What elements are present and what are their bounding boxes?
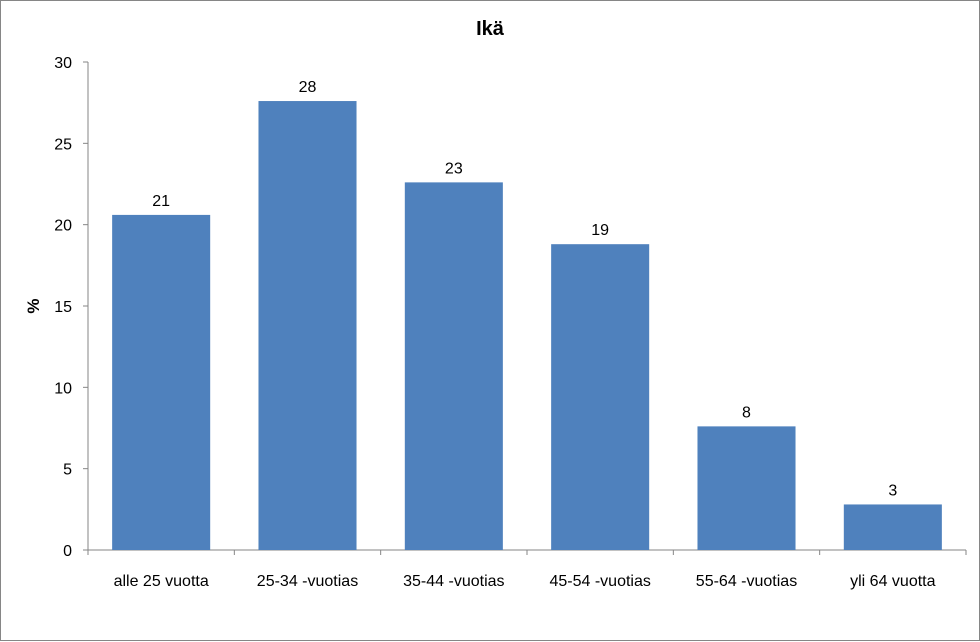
- data-label: 8: [742, 404, 751, 421]
- bar: [697, 426, 796, 550]
- data-label: 19: [591, 222, 609, 239]
- bar: [551, 244, 650, 551]
- y-axis-label: %: [24, 298, 43, 313]
- y-tick-label: 0: [63, 543, 72, 560]
- bar: [258, 101, 357, 550]
- chart-title: Ikä: [476, 18, 505, 40]
- data-label: 23: [445, 160, 463, 177]
- bars: 21 28 23 19 8 3: [112, 79, 942, 551]
- bar: [843, 504, 942, 550]
- x-tick-label: 25-34 -vuotias: [257, 573, 358, 590]
- x-tick-label: alle 25 vuotta: [114, 573, 209, 590]
- data-label: 21: [152, 193, 170, 210]
- data-label: 28: [299, 79, 317, 96]
- y-tick-label: 15: [54, 299, 72, 316]
- y-tick-label: 20: [54, 218, 72, 235]
- x-tick-label: 45-54 -vuotias: [549, 573, 650, 590]
- x-tick-label: 35-44 -vuotias: [403, 573, 504, 590]
- y-tick-label: 5: [63, 462, 72, 479]
- bar: [112, 214, 211, 550]
- y-tick-label: 30: [54, 55, 72, 72]
- axes: 0 5 10 15 20 25 30 alle 25 vuotta 25-34 -vuotias…: [54, 55, 967, 590]
- y-tick-label: 25: [54, 136, 72, 153]
- y-tick-label: 10: [54, 380, 72, 397]
- data-label: 3: [888, 482, 897, 499]
- x-tick-label: 55-64 -vuotias: [696, 573, 797, 590]
- bar: [404, 182, 503, 550]
- x-tick-label: yli 64 vuotta: [850, 573, 935, 590]
